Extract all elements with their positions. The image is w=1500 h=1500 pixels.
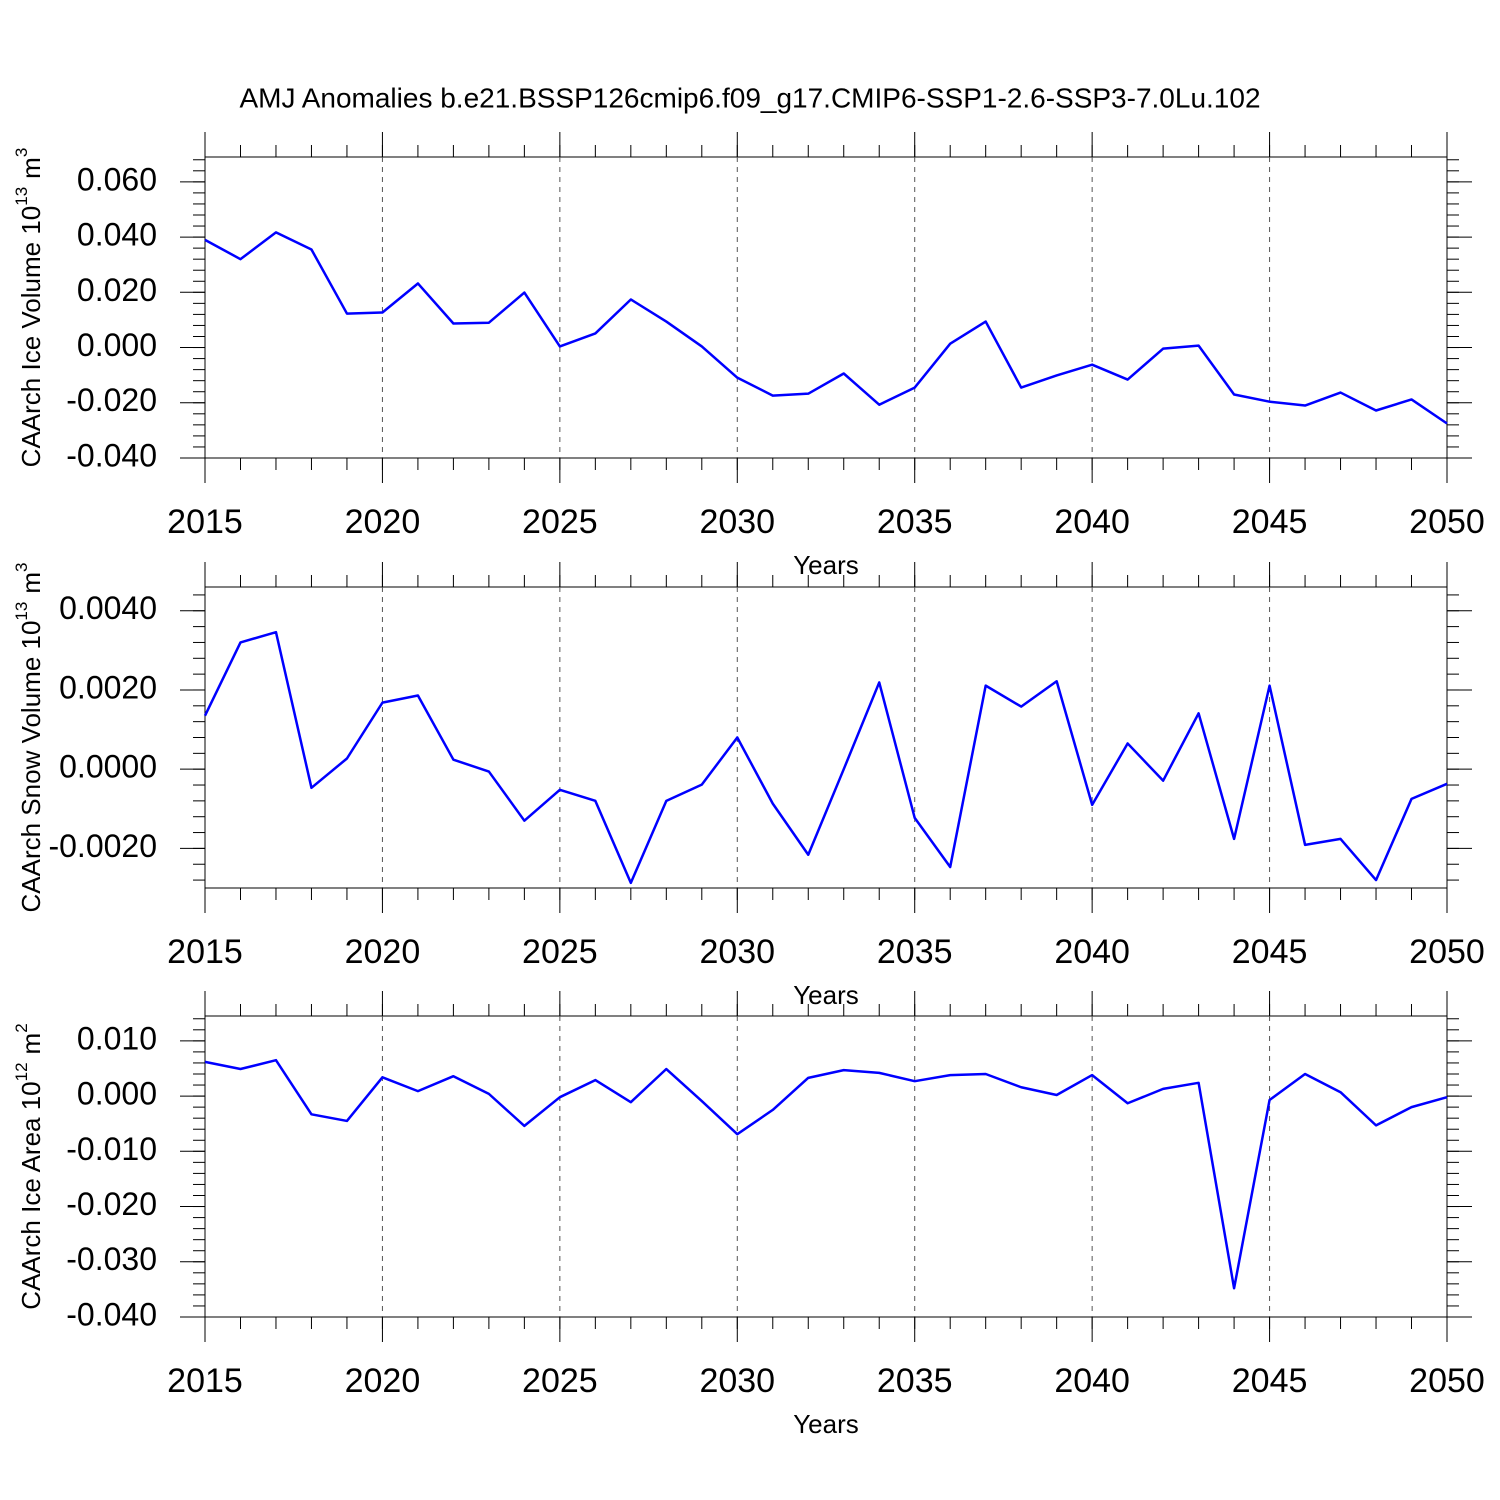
x-tick-label: 2030	[699, 503, 775, 541]
x-tick-label: 2045	[1232, 933, 1308, 971]
x-tick-label: 2035	[877, 503, 953, 541]
x-tick-label: 2035	[877, 1362, 953, 1400]
plot-frame	[204, 156, 1448, 459]
y-axis-label-exponent: 13	[12, 187, 31, 206]
y-tick-label: -0.040	[66, 1296, 157, 1332]
y-tick-label: 0.000	[77, 1076, 157, 1112]
x-axis-label: Years	[793, 980, 859, 1010]
x-tick-label: 2030	[699, 933, 775, 971]
y-tick-label: 0.040	[77, 217, 157, 253]
y-tick-label: 0.0000	[59, 749, 157, 785]
y-tick-label: -0.030	[66, 1241, 157, 1277]
x-tick-label: 2040	[1054, 1362, 1130, 1400]
x-tick-label: 2035	[877, 933, 953, 971]
x-tick-label: 2025	[522, 933, 598, 971]
y-tick-label: 0.010	[77, 1020, 157, 1056]
y-axis-label: CAArch Ice Volume 1013 m3	[12, 148, 45, 468]
x-tick-label: 2050	[1409, 1362, 1485, 1400]
data-line	[204, 1058, 1448, 1290]
x-tick-label: 2020	[345, 503, 421, 541]
y-axis-label-exponent: 12	[12, 1062, 31, 1081]
x-axis-label: Years	[793, 550, 859, 580]
y-axis-label-text: CAArch Ice Volume 10	[16, 206, 46, 468]
x-tick-label: 2040	[1054, 933, 1130, 971]
y-tick-label: 0.0040	[59, 590, 157, 626]
x-tick-label: 2045	[1232, 1362, 1308, 1400]
y-tick-label: -0.020	[66, 382, 157, 418]
y-axis-label-unit-exponent: 3	[12, 148, 31, 157]
x-tick-label: 2025	[522, 1362, 598, 1400]
y-axis-label-unit-exponent: 2	[12, 1023, 31, 1032]
y-tick-label: -0.040	[66, 437, 157, 473]
y-axis-label-unit-exponent: 3	[12, 563, 31, 572]
y-tick-label: 0.060	[77, 161, 157, 197]
y-tick-label: -0.020	[66, 1186, 157, 1222]
y-tick-label: 0.000	[77, 327, 157, 363]
x-tick-label: 2050	[1409, 933, 1485, 971]
y-axis-label: CAArch Snow Volume 1013 m3	[12, 563, 45, 913]
y-axis-label-text: CAArch Ice Area 10	[16, 1081, 46, 1309]
x-tick-label: 2015	[167, 503, 243, 541]
x-tick-label: 2050	[1409, 503, 1485, 541]
x-tick-label: 2030	[699, 1362, 775, 1400]
x-tick-label: 2015	[167, 933, 243, 971]
x-axis-label: Years	[793, 1409, 859, 1439]
x-tick-label: 2040	[1054, 503, 1130, 541]
y-axis-label-unit: m	[16, 1033, 46, 1055]
y-tick-label: 0.0020	[59, 669, 157, 705]
x-tick-label: 2025	[522, 503, 598, 541]
x-tick-label: 2020	[345, 933, 421, 971]
y-tick-label: -0.0020	[48, 828, 157, 864]
y-axis-label-exponent: 13	[12, 602, 31, 621]
x-tick-label: 2015	[167, 1362, 243, 1400]
y-axis-label-unit: m	[16, 157, 46, 179]
y-axis-label: CAArch Ice Area 1012 m2	[12, 1023, 45, 1309]
x-tick-label: 2020	[345, 1362, 421, 1400]
x-tick-label: 2045	[1232, 503, 1308, 541]
data-line	[203, 630, 1448, 885]
y-axis-label-unit: m	[16, 572, 46, 594]
y-axis-label-text: CAArch Snow Volume 10	[16, 621, 46, 913]
figure-title: AMJ Anomalies b.e21.BSSP126cmip6.f09_g17…	[239, 82, 1260, 113]
data-line	[204, 231, 1448, 425]
plot-frame	[204, 1015, 1448, 1318]
y-tick-label: -0.010	[66, 1131, 157, 1167]
y-tick-label: 0.020	[77, 272, 157, 308]
